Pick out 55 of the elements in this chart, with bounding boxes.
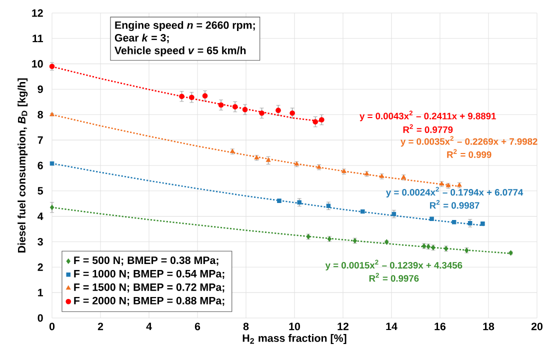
annotation: Vehicle speed v = 65 km/h <box>114 46 246 56</box>
y-tick-label: 9 <box>38 85 43 94</box>
point <box>218 102 224 108</box>
point <box>50 204 54 210</box>
y-tick-label: 0 <box>38 314 43 322</box>
annotation: Engine speed n = 2660 rpm; <box>115 21 255 32</box>
point <box>242 106 248 112</box>
annotation: y = 0.0024x$^{2}$ – 0.1794x + 6.0774 <box>386 186 524 198</box>
point <box>508 250 513 256</box>
x-tick-label: 18 <box>483 322 494 330</box>
legend-label: F = 1000 N; BMEP = 0.54 MPa; <box>74 270 224 280</box>
y-tick-label: 5 <box>38 187 43 195</box>
point <box>179 94 184 100</box>
y-tick-label: 2 <box>38 263 43 271</box>
annotation: Gear k = 3; <box>114 34 169 44</box>
point <box>202 93 208 99</box>
x-tick-label: 6 <box>194 322 200 330</box>
x-tick-label: 16 <box>434 322 446 330</box>
point <box>312 119 318 124</box>
y-tick-label: 3 <box>38 238 43 246</box>
legend-label: F = 1500 N; BMEP = 0.72 MPa; <box>74 283 224 292</box>
annotation: R$^{2}$ = 0.9976 <box>369 272 419 282</box>
annotation: R$^{2}$ = 0.9987 <box>430 200 480 209</box>
point <box>189 94 194 100</box>
point <box>318 117 324 122</box>
legend-label: F = 2000 N; BMEP = 0.88 MPa; <box>74 296 224 306</box>
annotation: y = 0.0015x$^{2}$ – 0.1239x + 4.3456 <box>325 260 462 270</box>
legend-label: F = 500 N; BMEP = 0.38 MPa; <box>74 256 218 266</box>
x-axis-title: H$_{2}$ mass fraction [%] <box>242 334 346 344</box>
y-tick-label: 10 <box>32 60 43 68</box>
x-tick-label: 4 <box>146 322 152 330</box>
x-tick-label: 10 <box>289 322 300 330</box>
x-tick-label: 0 <box>49 322 55 330</box>
x-tick-label: 8 <box>243 322 249 330</box>
y-tick-label: 8 <box>38 110 43 118</box>
y-tick-label: 12 <box>32 9 43 17</box>
point <box>259 110 264 116</box>
y-tick-label: 1 <box>38 288 43 296</box>
x-tick-label: 2 <box>98 322 104 330</box>
annotation: y = 0.0035x$^{2}$ – 0.2269x + 7.9982 <box>400 136 538 147</box>
point <box>290 110 295 116</box>
y-axis-title: Diesel fuel consumption, B$_{D}$ [kg/h] <box>18 78 28 252</box>
annotation: y = 0.0043x$^{2}$ – 0.2411x + 9.8891 <box>360 110 496 122</box>
point <box>49 64 55 70</box>
x-tick-label: 20 <box>531 322 542 330</box>
point <box>276 108 281 114</box>
annotation: R$^{2}$ = 0.999 <box>447 149 492 158</box>
point <box>232 104 238 110</box>
y-tick-label: 7 <box>38 136 43 144</box>
y-tick-label: 4 <box>38 212 44 220</box>
y-tick-label: 6 <box>38 162 43 170</box>
x-tick-label: 12 <box>338 322 348 330</box>
y-tick-label: 11 <box>32 34 43 42</box>
x-tick-label: 14 <box>386 322 398 330</box>
annotation: R$^{2}$ = 0.9779 <box>403 124 453 134</box>
